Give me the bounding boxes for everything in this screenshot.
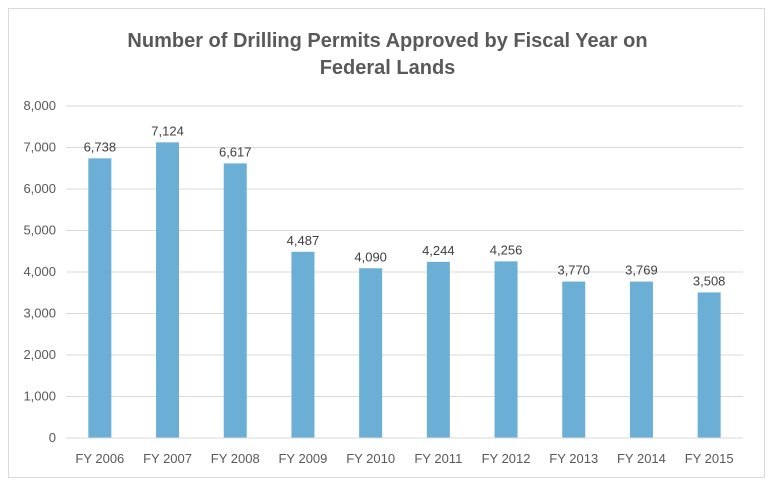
data-labels: 6,738 7,124 6,617 4,487 4,090 4,244 4,256 3,770… <box>84 123 726 288</box>
y-tick-label: 6,000 <box>23 181 56 196</box>
x-tick-label: FY 2009 <box>278 451 327 466</box>
x-tick-label: FY 2011 <box>414 451 462 466</box>
x-tick-label: FY 2008 <box>211 451 260 466</box>
data-label: 4,256 <box>490 242 523 257</box>
bar <box>88 158 112 439</box>
bar <box>426 261 450 438</box>
x-tick-label: FY 2015 <box>685 451 734 466</box>
x-tick-label: FY 2012 <box>482 451 531 466</box>
x-tick-label: FY 2006 <box>75 451 124 466</box>
data-label: 4,244 <box>422 243 455 258</box>
x-tick-label: FY 2010 <box>346 451 395 466</box>
data-label: 4,090 <box>354 249 387 264</box>
chart-title: Number of Drilling Permits Approved by F… <box>127 30 648 79</box>
data-label: 6,738 <box>84 139 117 154</box>
bar <box>494 261 518 438</box>
bar <box>291 251 315 438</box>
bar <box>629 281 653 438</box>
data-label: 3,769 <box>625 263 658 278</box>
x-tick-label: FY 2014 <box>617 451 666 466</box>
bar <box>359 268 383 438</box>
y-tick-label: 3,000 <box>23 306 56 321</box>
bar <box>223 163 247 438</box>
data-label: 3,508 <box>693 273 726 288</box>
data-label: 6,617 <box>219 144 252 159</box>
x-tick-label: FY 2013 <box>549 451 598 466</box>
x-tick-label: FY 2007 <box>143 451 192 466</box>
y-tick-label: 2,000 <box>23 347 56 362</box>
x-axis: FY 2006 FY 2007 FY 2008 FY 2009 FY 2010 FY 20… <box>66 437 743 466</box>
y-tick-label: 7,000 <box>23 140 56 155</box>
data-label: 7,124 <box>151 123 184 138</box>
y-tick-label: 8,000 <box>23 98 56 113</box>
bar <box>697 292 721 438</box>
y-tick-label: 1,000 <box>23 389 56 404</box>
y-tick-label: 0 <box>49 430 56 445</box>
bars <box>88 142 721 439</box>
y-tick-label: 4,000 <box>23 264 56 279</box>
y-tick-label: 5,000 <box>23 223 56 238</box>
y-axis: 0 1,000 2,000 3,000 4,000 5,000 6,000 7,000 8,00… <box>23 98 56 445</box>
bar <box>156 142 180 438</box>
data-label: 3,770 <box>557 263 590 278</box>
data-label: 4,487 <box>287 233 320 248</box>
bar <box>562 281 586 438</box>
